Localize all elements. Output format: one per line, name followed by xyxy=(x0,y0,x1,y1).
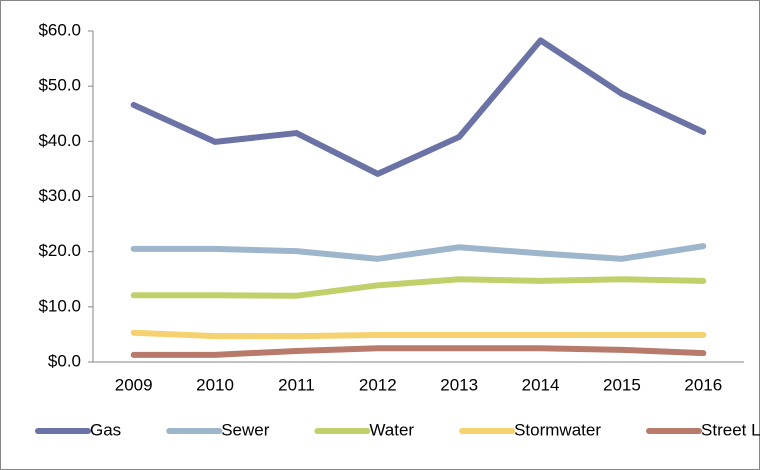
x-tick-label: 2013 xyxy=(440,375,478,394)
y-tick-label: $50.0 xyxy=(38,76,81,95)
y-tick-label: $60.0 xyxy=(38,20,81,39)
y-tick-label: $30.0 xyxy=(38,186,81,205)
series-line xyxy=(130,345,707,358)
y-tick-label: $0.0 xyxy=(48,351,81,370)
x-tick-label: 2009 xyxy=(115,375,153,394)
legend-label: Water xyxy=(369,420,414,439)
x-tick-label: 2012 xyxy=(359,375,397,394)
legend-label: Sewer xyxy=(221,420,270,439)
y-tick-label: $20.0 xyxy=(38,241,81,260)
series-line xyxy=(130,276,707,299)
legend-label: Gas xyxy=(90,420,121,439)
x-tick-label: 2016 xyxy=(684,375,722,394)
y-tick-label: $10.0 xyxy=(38,296,81,315)
legend-label: Stormwater xyxy=(514,420,601,439)
series-line xyxy=(130,37,707,177)
x-tick-label: 2010 xyxy=(196,375,234,394)
series-line xyxy=(130,329,707,340)
y-tick-label: $40.0 xyxy=(38,131,81,150)
x-tick-label: 2014 xyxy=(522,375,560,394)
legend-label: Street Lighting xyxy=(701,420,760,439)
series-line xyxy=(130,243,707,262)
x-tick-label: 2015 xyxy=(603,375,641,394)
x-tick-label: 2011 xyxy=(278,375,315,394)
